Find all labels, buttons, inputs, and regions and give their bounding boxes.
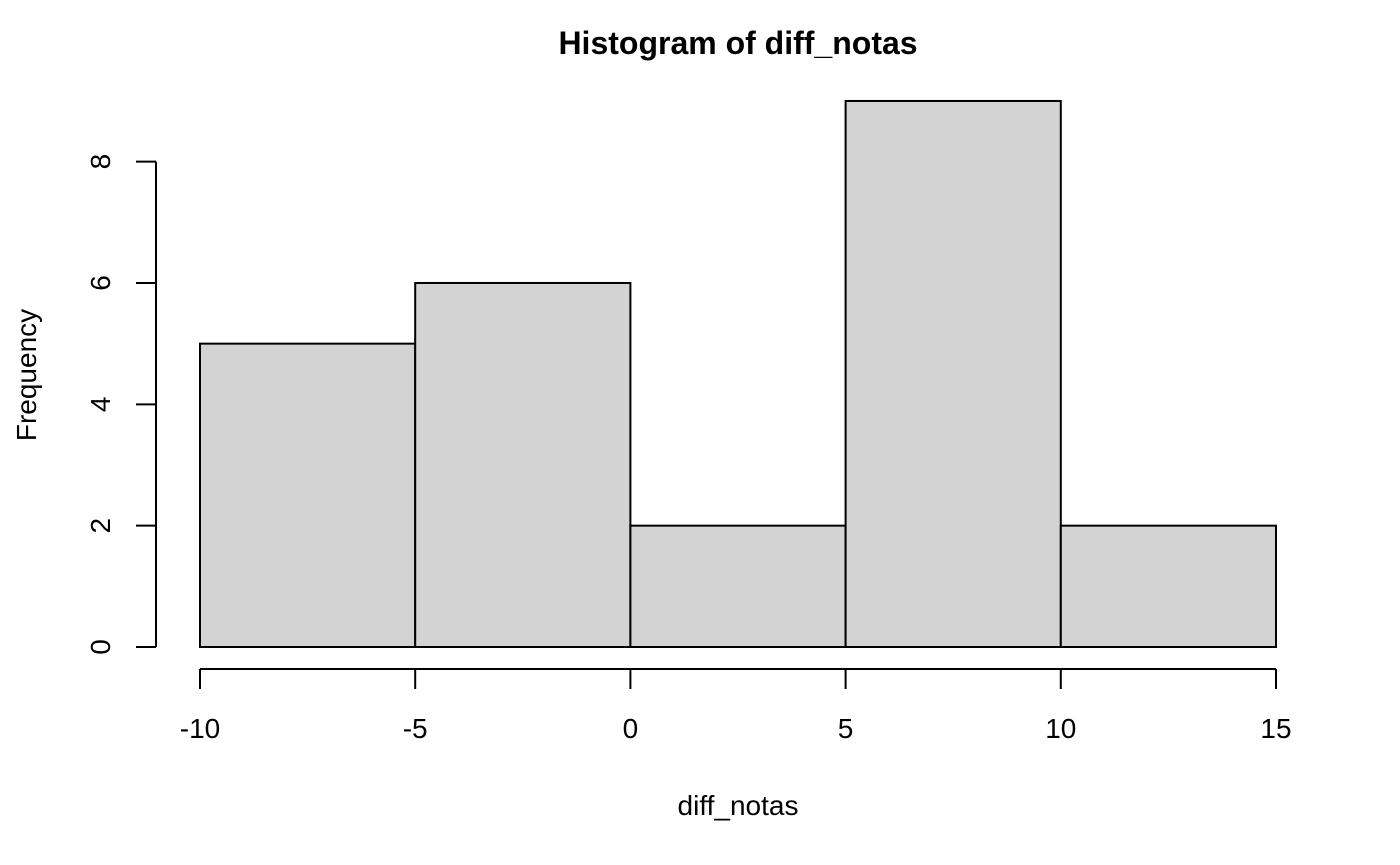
histogram-bar: [629, 524, 847, 648]
y-axis-title: Frequency: [11, 309, 42, 441]
histogram-bar: [414, 281, 632, 648]
x-axis-title: diff_notas: [678, 790, 799, 821]
x-axis: -10 -5 0 5 10 15: [180, 668, 1292, 744]
histogram-bar: [199, 342, 417, 648]
x-tick-label: 10: [1045, 713, 1076, 744]
bars-group: [199, 99, 1278, 649]
y-tick-label: 8: [85, 154, 116, 170]
x-tick-label: -5: [403, 713, 428, 744]
x-tick-label: -10: [180, 713, 220, 744]
y-tick-label: 2: [85, 518, 116, 534]
y-tick-label: 4: [85, 397, 116, 413]
y-tick-label: 0: [85, 639, 116, 655]
y-axis: 0 2 4 6 8: [85, 154, 157, 655]
x-tick-label: 0: [623, 713, 639, 744]
histogram-bar: [1059, 524, 1278, 648]
x-tick-label: 15: [1260, 713, 1291, 744]
histogram-bar: [844, 99, 1062, 649]
x-tick-label: 5: [838, 713, 854, 744]
chart-title: Histogram of diff_notas: [558, 25, 917, 61]
y-tick-label: 6: [85, 275, 116, 291]
